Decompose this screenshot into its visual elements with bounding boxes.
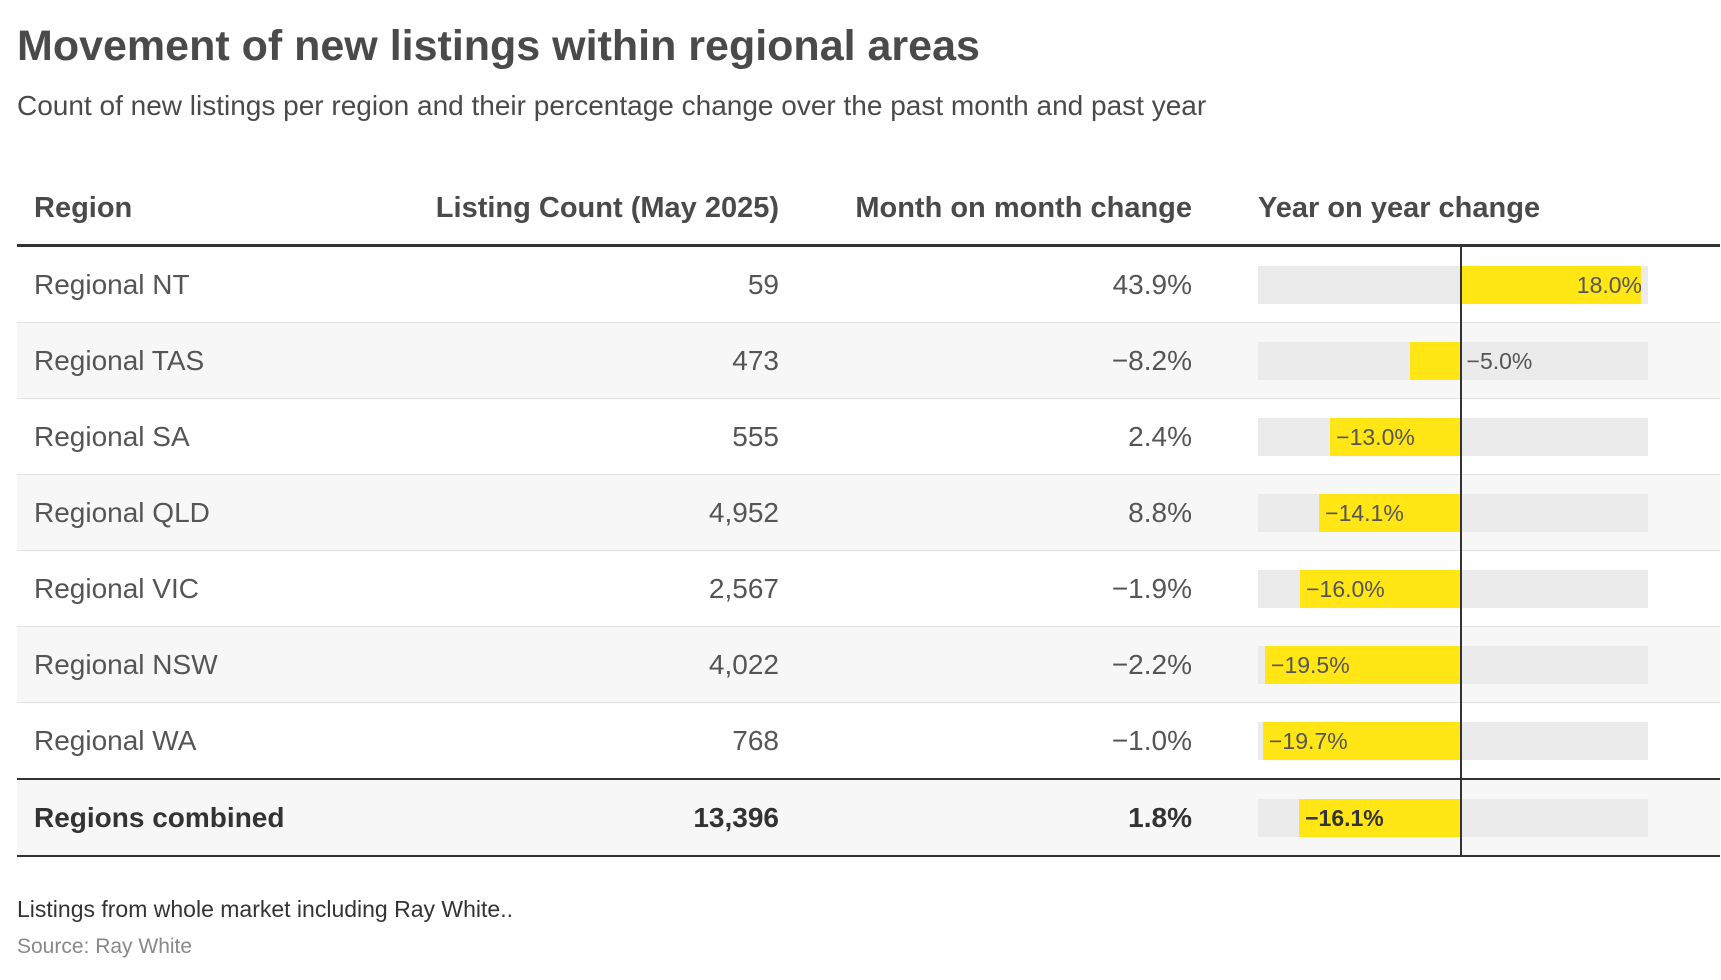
listings-table: Region Listing Count (May 2025) Month on… [17, 172, 1720, 857]
yoy-bar-label: −16.1% [1305, 804, 1384, 831]
cell-year-on-year: −5.0% [1192, 322, 1720, 399]
footnote: Listings from whole market including Ray… [17, 896, 513, 922]
yoy-bar [1460, 265, 1641, 304]
yoy-bar-track: −16.0% [1258, 569, 1648, 608]
cell-region: Regional VIC [17, 550, 287, 627]
cell-listing-count: 13,396 [287, 778, 779, 857]
cell-listing-count: 4,022 [287, 626, 779, 703]
yoy-zero-line [1459, 245, 1462, 855]
cell-listing-count: 768 [287, 702, 779, 780]
yoy-bar-track: −19.7% [1258, 721, 1648, 760]
table-row: Regional NSW 4,022 −2.2% −19.5% [17, 626, 1720, 703]
yoy-bar [1330, 417, 1461, 456]
cell-region: Regional NT [17, 245, 287, 323]
cell-month-on-month: −1.0% [779, 702, 1192, 780]
cell-year-on-year: −13.0% [1192, 398, 1720, 475]
cell-listing-count: 473 [287, 322, 779, 399]
cell-year-on-year: −14.1% [1192, 474, 1720, 551]
chart-subtitle: Count of new listings per region and the… [17, 90, 1207, 121]
cell-region: Regions combined [17, 778, 287, 857]
cell-listing-count: 59 [287, 245, 779, 323]
cell-listing-count: 555 [287, 398, 779, 475]
yoy-bar [1319, 493, 1461, 532]
yoy-bar-track: −16.1% [1258, 798, 1648, 837]
yoy-bar-label: −16.0% [1306, 575, 1385, 602]
yoy-bar [1263, 721, 1461, 760]
cell-listing-count: 2,567 [287, 550, 779, 627]
cell-year-on-year: 18.0% [1192, 245, 1720, 323]
table-row: Regional QLD 4,952 8.8% −14.1% [17, 474, 1720, 551]
yoy-bar-label: −19.5% [1271, 651, 1350, 678]
cell-month-on-month: 43.9% [779, 245, 1192, 323]
source-note: Source: Ray White [17, 935, 193, 958]
header-listing-count: Listing Count (May 2025) [287, 172, 779, 247]
yoy-bar-label: −19.7% [1269, 727, 1348, 754]
cell-listing-count: 4,952 [287, 474, 779, 551]
yoy-bar-label: −13.0% [1336, 423, 1415, 450]
cell-region: Regional NSW [17, 626, 287, 703]
cell-region: Regional WA [17, 702, 287, 780]
cell-month-on-month: 1.8% [779, 778, 1192, 857]
cell-year-on-year: −16.1% [1192, 778, 1720, 857]
cell-month-on-month: −1.9% [779, 550, 1192, 627]
chart-title: Movement of new listings within regional… [17, 22, 980, 70]
table-total-row: Regions combined 13,396 1.8% −16.1% [17, 778, 1720, 857]
table-row: Regional WA 768 −1.0% −19.7% [17, 702, 1720, 780]
table-row: Regional SA 555 2.4% −13.0% [17, 398, 1720, 475]
yoy-bar-track: −5.0% [1258, 341, 1648, 380]
yoy-bar-track: −13.0% [1258, 417, 1648, 456]
yoy-bar [1300, 569, 1461, 608]
yoy-bar-track: −14.1% [1258, 493, 1648, 532]
cell-region: Regional QLD [17, 474, 287, 551]
yoy-bar [1265, 645, 1461, 684]
cell-month-on-month: −8.2% [779, 322, 1192, 399]
yoy-bar-track: 18.0% [1258, 265, 1648, 304]
header-year-on-year: Year on year change [1192, 172, 1720, 247]
table-row: Regional NT 59 43.9% 18.0% [17, 245, 1720, 323]
cell-region: Regional SA [17, 398, 287, 475]
yoy-bar-label: 18.0% [1576, 271, 1642, 298]
yoy-bar-track: −19.5% [1258, 645, 1648, 684]
cell-year-on-year: −19.7% [1192, 702, 1720, 780]
cell-region: Regional TAS [17, 322, 287, 399]
yoy-bar-label: −5.0% [1466, 347, 1533, 374]
cell-year-on-year: −19.5% [1192, 626, 1720, 703]
header-region: Region [17, 172, 287, 247]
yoy-bar [1410, 341, 1461, 380]
yoy-bar [1299, 798, 1461, 837]
cell-month-on-month: 2.4% [779, 398, 1192, 475]
table-row: Regional VIC 2,567 −1.9% −16.0% [17, 550, 1720, 627]
header-month-on-month: Month on month change [779, 172, 1192, 247]
yoy-bar-label: −14.1% [1325, 499, 1404, 526]
cell-month-on-month: 8.8% [779, 474, 1192, 551]
table-body: Regional NT 59 43.9% 18.0% Regional TAS 473 −8… [17, 245, 1720, 857]
cell-month-on-month: −2.2% [779, 626, 1192, 703]
table-header-row: Region Listing Count (May 2025) Month on… [17, 172, 1720, 247]
table-row: Regional TAS 473 −8.2% −5.0% [17, 322, 1720, 399]
cell-year-on-year: −16.0% [1192, 550, 1720, 627]
